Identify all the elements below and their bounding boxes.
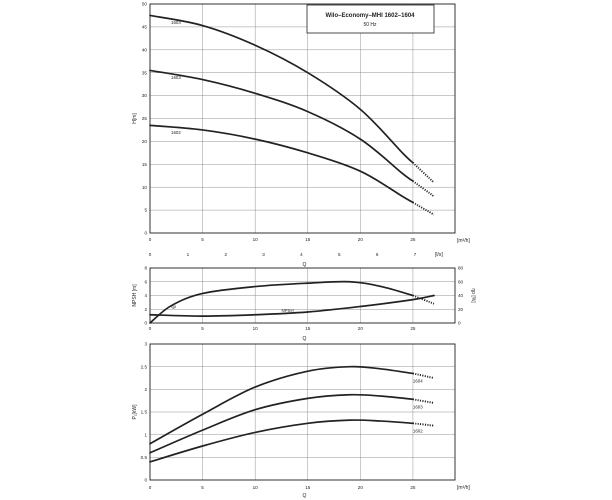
power-y-tick-label: 0 bbox=[144, 478, 147, 483]
npsh-series-efficiency-line bbox=[149, 280, 414, 324]
npsh-right-tick-label: 60 bbox=[458, 279, 464, 284]
head-y-tick-label: 20 bbox=[142, 139, 148, 144]
head-y-tick-label: 15 bbox=[142, 162, 148, 167]
head-series-label-1602: 1602 bbox=[171, 130, 181, 135]
power-x-tick-label: 5 bbox=[201, 485, 204, 490]
head-y-label: H[m] bbox=[132, 113, 138, 124]
npsh-right-axis-label: ηp [%] bbox=[470, 288, 476, 303]
npsh-x-tick-label: 0 bbox=[149, 326, 152, 331]
npsh-x-tick-label: 5 bbox=[201, 326, 204, 331]
head-y-tick-label: 30 bbox=[142, 93, 148, 98]
npsh-x-tick-label: 10 bbox=[253, 326, 259, 331]
head-x-tick-label: 15 bbox=[305, 237, 311, 242]
head-x2-tick-label: 0 bbox=[149, 252, 152, 257]
power-series-1603-line bbox=[149, 393, 414, 454]
npsh-left-tick-label: 0 bbox=[144, 321, 147, 326]
power-x-unit: [m³/h] bbox=[457, 485, 470, 491]
npsh-left-tick-label: 8 bbox=[144, 266, 147, 271]
power-y-tick-label: 3 bbox=[144, 342, 147, 347]
head-y-tick-label: 0 bbox=[144, 231, 147, 236]
power-series-1602-line bbox=[149, 419, 414, 463]
npsh-right-tick-label: 40 bbox=[458, 293, 464, 298]
head-y-tick-label: 10 bbox=[142, 185, 148, 190]
head-y-tick-label: 50 bbox=[142, 2, 148, 7]
head-x-tick-label: 10 bbox=[253, 237, 259, 242]
head-x-tick-label: 5 bbox=[201, 237, 204, 242]
power-series-label-1602: 1602 bbox=[413, 428, 423, 433]
power-x-tick-label: 15 bbox=[305, 485, 311, 490]
head-series-1603-line-dotted bbox=[412, 180, 435, 198]
npsh-frame bbox=[149, 267, 456, 324]
npsh-curve-label: NPSH bbox=[281, 308, 293, 313]
power-y-tick-label: 0.5 bbox=[141, 455, 148, 460]
head-series-1602-line-dotted bbox=[412, 201, 435, 216]
head-series-1602-line bbox=[149, 124, 414, 204]
head-x-tick-label: 0 bbox=[149, 237, 152, 242]
npsh-x-tick-label: 25 bbox=[410, 326, 416, 331]
head-x2-tick-label: 7 bbox=[414, 252, 417, 257]
power-y-label: P₁[kW] bbox=[132, 404, 138, 420]
npsh-series-npsh-line bbox=[149, 294, 435, 317]
power-y-tick-label: 1.5 bbox=[141, 410, 148, 415]
head-y-tick-label: 35 bbox=[142, 70, 148, 75]
efficiency-curve-label: ηp bbox=[171, 304, 176, 309]
head-x-tick-label: 20 bbox=[358, 237, 364, 242]
head-x2-unit: [l/s] bbox=[435, 252, 443, 258]
head-x2-tick-label: 5 bbox=[338, 252, 341, 257]
head-y-tick-label: 40 bbox=[142, 47, 148, 52]
head-x-tick-label: 25 bbox=[410, 237, 416, 242]
npsh-left-tick-label: 4 bbox=[144, 293, 147, 298]
npsh-x-label: Q bbox=[303, 336, 307, 342]
head-frame bbox=[149, 3, 456, 234]
power-series-label-1603: 1603 bbox=[413, 404, 423, 409]
head-x2-tick-label: 6 bbox=[376, 252, 379, 257]
legend-box: Wilo–Economy–MHI 1602–1604 50 Hz bbox=[306, 4, 435, 34]
power-x-tick-label: 0 bbox=[149, 485, 152, 490]
npsh-right-tick-label: 0 bbox=[458, 321, 461, 326]
npsh-left-axis-label: NPSH [m] bbox=[132, 284, 138, 307]
legend-subtitle: 50 Hz bbox=[363, 22, 377, 28]
npsh-x-tick-label: 20 bbox=[358, 326, 364, 331]
head-x-label: Q bbox=[303, 262, 307, 268]
head-series-1604-line-dotted bbox=[412, 162, 435, 184]
head-series-1603-line bbox=[149, 69, 414, 182]
head-y-tick-label: 45 bbox=[142, 25, 148, 30]
head-x2-tick-label: 2 bbox=[224, 252, 227, 257]
power-series-1603-line-dotted bbox=[412, 398, 435, 404]
npsh-left-tick-label: 6 bbox=[144, 279, 147, 284]
legend-title: Wilo–Economy–MHI 1602–1604 bbox=[326, 13, 416, 19]
power-x-tick-label: 10 bbox=[253, 485, 259, 490]
head-x2-tick-label: 3 bbox=[262, 252, 265, 257]
power-y-tick-label: 2.5 bbox=[141, 364, 148, 369]
npsh-x-tick-label: 15 bbox=[305, 326, 311, 331]
head-x2-tick-label: 1 bbox=[187, 252, 190, 257]
power-x-tick-label: 25 bbox=[410, 485, 416, 490]
head-series-1604-line bbox=[149, 14, 414, 164]
head-x2-tick-label: 4 bbox=[300, 252, 303, 257]
head-series-label-1603: 1603 bbox=[171, 75, 181, 80]
power-frame bbox=[149, 343, 456, 481]
power-series-1604-line-dotted bbox=[412, 372, 435, 379]
npsh-right-tick-label: 20 bbox=[458, 307, 464, 312]
npsh-right-tick-label: 80 bbox=[458, 266, 464, 271]
power-series-1602-line-dotted bbox=[412, 422, 435, 427]
head-x-unit: [m³/h] bbox=[457, 238, 470, 244]
power-x-tick-label: 20 bbox=[358, 485, 364, 490]
power-y-tick-label: 1 bbox=[144, 432, 147, 437]
head-y-tick-label: 5 bbox=[144, 208, 147, 213]
npsh-left-tick-label: 2 bbox=[144, 307, 147, 312]
power-y-tick-label: 2 bbox=[144, 387, 147, 392]
power-series-1604-line bbox=[149, 365, 414, 445]
head-series-label-1604: 1604 bbox=[171, 20, 181, 25]
power-x-label: Q bbox=[303, 493, 307, 499]
head-y-tick-label: 25 bbox=[142, 116, 148, 121]
power-series-label-1604: 1604 bbox=[413, 378, 423, 383]
